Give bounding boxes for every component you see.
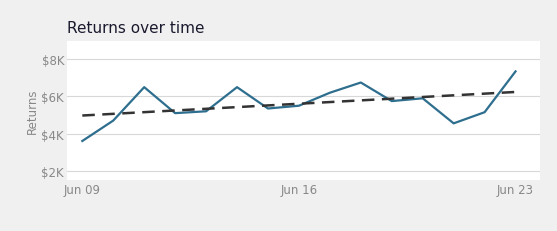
Text: Returns over time: Returns over time bbox=[67, 21, 204, 36]
Y-axis label: Returns: Returns bbox=[26, 88, 38, 134]
